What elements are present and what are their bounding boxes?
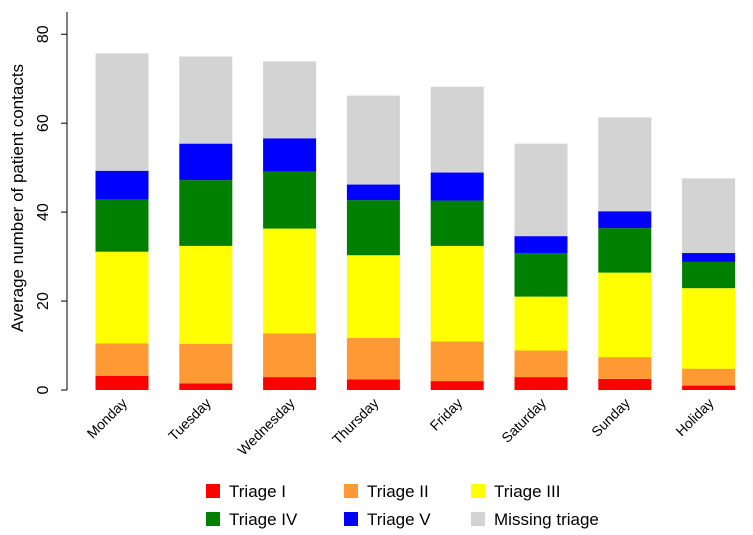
y-axis-title: Average number of patient contacts — [8, 64, 27, 332]
bar-segment-sunday-triage-ii — [598, 357, 652, 379]
bar-segment-friday-triage-ii — [430, 341, 484, 382]
x-tick-label: Sunday — [588, 395, 633, 440]
bar-segment-holiday-triage-ii — [682, 368, 736, 386]
bar-segment-saturday-triage-v — [514, 236, 568, 254]
x-tick-label: Thursday — [329, 395, 382, 448]
legend-label: Missing triage — [494, 510, 599, 529]
bar-segment-friday-triage-i — [430, 381, 484, 390]
bar-segment-wednesday-triage-iv — [263, 171, 317, 229]
bar-segment-monday-missing-triage — [95, 53, 149, 171]
bar-segment-friday-triage-v — [430, 172, 484, 201]
bar-segment-wednesday-triage-ii — [263, 333, 317, 378]
bar-segment-wednesday-triage-i — [263, 377, 317, 390]
bar-segment-thursday-triage-i — [346, 379, 400, 390]
legend-item-triage-ii: Triage II — [344, 482, 429, 501]
bar-segment-sunday-triage-i — [598, 378, 652, 390]
y-tick-label: 0 — [35, 385, 52, 394]
x-tick-label: Holiday — [672, 395, 716, 439]
y-tick-label: 40 — [35, 203, 52, 221]
bar-segment-thursday-triage-v — [346, 184, 400, 201]
legend-item-triage-i: Triage I — [206, 482, 286, 501]
legend-label: Triage III — [494, 482, 560, 501]
legend-item-triage-v: Triage V — [344, 510, 431, 529]
bar-segment-monday-triage-iv — [95, 199, 149, 252]
bar-segment-sunday-triage-v — [598, 211, 652, 229]
legend-item-triage-iv: Triage IV — [206, 510, 298, 529]
bar-segment-tuesday-triage-v — [179, 143, 233, 181]
bar-segment-monday-triage-i — [95, 375, 149, 390]
bar-segment-tuesday-missing-triage — [179, 56, 233, 144]
bars-layer — [95, 53, 736, 390]
x-tick-label: Saturday — [498, 395, 549, 446]
legend: Triage I Triage II Triage III Triage IV Tria… — [206, 482, 599, 529]
x-tick-label: Monday — [84, 395, 131, 442]
legend-swatch — [344, 484, 358, 498]
bar-segment-monday-triage-iii — [95, 251, 149, 344]
bar-segment-friday-triage-iii — [430, 245, 484, 342]
bar-segment-wednesday-triage-v — [263, 138, 317, 172]
x-axis-labels: Monday Tuesday Wednesday Thursday Friday Satu… — [84, 395, 717, 458]
bar-segment-thursday-triage-iv — [346, 200, 400, 256]
bar-segment-thursday-triage-ii — [346, 337, 400, 380]
bar-segment-saturday-missing-triage — [514, 143, 568, 237]
bar-segment-wednesday-missing-triage — [263, 61, 317, 139]
bar-segment-saturday-triage-iv — [514, 253, 568, 297]
bar-segment-saturday-triage-ii — [514, 350, 568, 378]
bar-segment-tuesday-triage-iii — [179, 245, 233, 344]
bar-segment-holiday-missing-triage — [682, 178, 736, 254]
bar-segment-sunday-missing-triage — [598, 117, 652, 212]
x-tick-label: Friday — [426, 395, 465, 434]
bar-segment-monday-triage-ii — [95, 343, 149, 376]
bar-segment-tuesday-triage-i — [179, 383, 233, 390]
bar-segment-saturday-triage-i — [514, 377, 568, 390]
bar-segment-sunday-triage-iv — [598, 228, 652, 273]
bar-segment-holiday-triage-i — [682, 385, 736, 390]
legend-swatch — [206, 484, 220, 498]
y-axis: 0 20 40 60 80 — [35, 12, 68, 394]
bar-segment-monday-triage-v — [95, 170, 149, 200]
bar-segment-thursday-missing-triage — [346, 95, 400, 185]
bar-segment-sunday-triage-iii — [598, 272, 652, 358]
legend-item-triage-iii: Triage III — [471, 482, 560, 501]
legend-swatch — [344, 512, 358, 526]
legend-label: Triage IV — [229, 510, 298, 529]
x-tick-label: Tuesday — [165, 395, 214, 444]
y-tick-label: 80 — [35, 25, 52, 43]
bar-segment-holiday-triage-iii — [682, 288, 736, 369]
bar-segment-wednesday-triage-iii — [263, 228, 317, 334]
bar-segment-friday-missing-triage — [430, 86, 484, 173]
bar-segment-thursday-triage-iii — [346, 255, 400, 338]
bar-segment-tuesday-triage-iv — [179, 180, 233, 246]
x-tick-label: Wednesday — [234, 395, 297, 458]
y-tick-label: 60 — [35, 114, 52, 132]
legend-label: Triage II — [367, 482, 429, 501]
y-tick-label: 20 — [35, 292, 52, 310]
bar-segment-holiday-triage-v — [682, 253, 736, 262]
bar-segment-friday-triage-iv — [430, 200, 484, 246]
legend-label: Triage V — [367, 510, 431, 529]
legend-swatch — [206, 512, 220, 526]
legend-swatch — [471, 484, 485, 498]
bar-segment-tuesday-triage-ii — [179, 343, 233, 384]
bar-segment-holiday-triage-iv — [682, 261, 736, 289]
legend-swatch — [471, 512, 485, 526]
bar-segment-saturday-triage-iii — [514, 296, 568, 351]
legend-item-missing-triage: Missing triage — [471, 510, 599, 529]
legend-label: Triage I — [229, 482, 286, 501]
